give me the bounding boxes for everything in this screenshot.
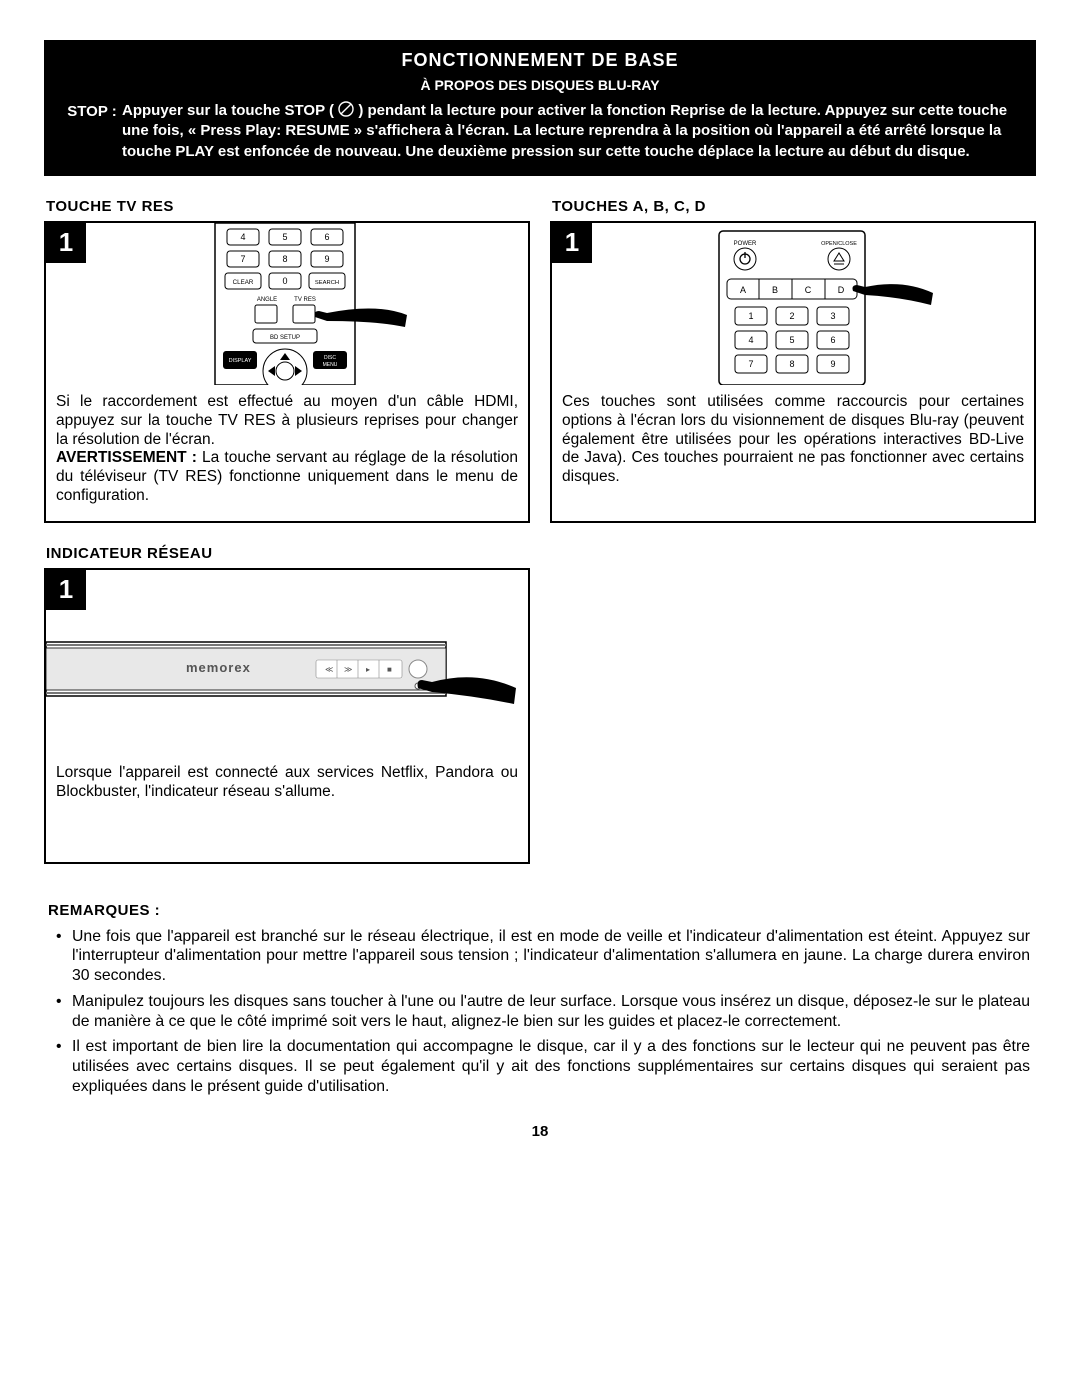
svg-text:5: 5 [789,335,794,345]
abcd-explain: Ces touches sont utilisées comme raccour… [552,385,1034,498]
svg-text:6: 6 [830,335,835,345]
svg-text:C: C [805,285,812,295]
svg-text:BD SETUP: BD SETUP [270,335,300,341]
header-banner: FONCTIONNEMENT DE BASE À PROPOS DES DISQ… [44,40,1036,176]
banner-text: Appuyer sur la touche STOP ( ) pendant l… [122,101,1018,162]
banner-body: STOP : Appuyer sur la touche STOP ( ) pe… [56,101,1024,162]
svg-text:D: D [838,285,845,295]
network-unit-svg: memorex ≪ ≫ ▸ ■ [46,570,528,756]
tvres-frame: 1 4 5 6 7 8 9 CLEAR 0 SEARCH [44,221,530,523]
svg-text:4: 4 [748,335,753,345]
svg-text:■: ■ [387,665,392,674]
tvres-explain: Si le raccordement est effectué au moyen… [46,385,528,516]
abcd-text: Ces touches sont utilisées comme raccour… [562,393,1024,486]
abcd-illustration: 1 POWER OPEN/CLOSE [552,223,1034,385]
stop-icon [338,101,354,117]
svg-text:MENU: MENU [323,362,338,368]
tvres-remote-svg: 4 5 6 7 8 9 CLEAR 0 SEARCH ANGLE TV RES [127,223,447,385]
banner-subtitle: À PROPOS DES DISQUES BLU-RAY [56,77,1024,93]
tvres-text1: Si le raccordement est effectué au moyen… [56,393,518,448]
network-illustration: 1 memorex ≪ ≫ ▸ ■ [46,570,528,756]
svg-text:DISPLAY: DISPLAY [229,358,252,364]
network-text: Lorsque l'appareil est connecté aux serv… [56,764,518,800]
list-item: Une fois que l'appareil est branché sur … [50,927,1030,986]
tvres-column: TOUCHE TV RES 1 4 5 6 7 8 9 CLEAR [44,198,530,523]
svg-text:≪: ≪ [325,665,333,674]
top-row: TOUCHE TV RES 1 4 5 6 7 8 9 CLEAR [44,198,1036,523]
svg-text:8: 8 [789,359,794,369]
banner-text-prefix: Appuyer sur la touche STOP ( [122,102,334,119]
svg-text:OPEN/CLOSE: OPEN/CLOSE [821,241,857,247]
svg-text:B: B [772,285,778,295]
svg-text:7: 7 [240,254,245,264]
stop-label: STOP : [67,103,116,120]
list-item: Manipulez toujours les disques sans touc… [50,992,1030,1031]
list-item: Il est important de bien lire la documen… [50,1037,1030,1096]
network-frame: 1 memorex ≪ ≫ ▸ ■ [44,568,530,864]
page-number: 18 [44,1123,1036,1140]
svg-text:2: 2 [789,311,794,321]
step-badge: 1 [552,223,592,263]
svg-text:SEARCH: SEARCH [315,280,339,286]
svg-text:memorex: memorex [186,660,251,675]
svg-text:▸: ▸ [366,665,370,674]
tvres-heading: TOUCHE TV RES [44,198,530,215]
abcd-remote-svg: POWER OPEN/CLOSE A B C D 1 [633,223,953,385]
svg-text:0: 0 [282,276,287,286]
svg-text:POWER: POWER [734,241,757,247]
svg-text:TV RES: TV RES [294,297,316,303]
svg-text:8: 8 [282,254,287,264]
abcd-frame: 1 POWER OPEN/CLOSE [550,221,1036,523]
svg-text:≫: ≫ [344,665,352,674]
svg-text:DISC: DISC [324,355,336,361]
svg-text:A: A [740,285,746,295]
svg-text:1: 1 [748,311,753,321]
network-section: INDICATEUR RÉSEAU 1 memorex ≪ ≫ ▸ ■ [44,545,530,864]
remarques-list: Une fois que l'appareil est branché sur … [44,927,1036,1097]
svg-text:ANGLE: ANGLE [257,297,277,303]
step-badge: 1 [46,570,86,610]
svg-text:9: 9 [830,359,835,369]
tvres-warning-label: AVERTISSEMENT : [56,449,197,466]
banner-title: FONCTIONNEMENT DE BASE [56,50,1024,71]
svg-text:5: 5 [282,232,287,242]
abcd-heading: TOUCHES A, B, C, D [550,198,1036,215]
step-badge: 1 [46,223,86,263]
abcd-column: TOUCHES A, B, C, D 1 POWER OPEN/CLOSE [550,198,1036,523]
network-heading: INDICATEUR RÉSEAU [44,545,530,562]
stop-label-area: STOP : [62,101,122,120]
remarques-heading: REMARQUES : [44,902,1036,919]
svg-text:9: 9 [324,254,329,264]
tvres-illustration: 1 4 5 6 7 8 9 CLEAR 0 SEARCH [46,223,528,385]
svg-text:4: 4 [240,232,245,242]
svg-text:7: 7 [748,359,753,369]
svg-text:3: 3 [830,311,835,321]
svg-text:CLEAR: CLEAR [233,279,254,286]
network-explain: Lorsque l'appareil est connecté aux serv… [46,756,528,812]
svg-text:6: 6 [324,232,329,242]
